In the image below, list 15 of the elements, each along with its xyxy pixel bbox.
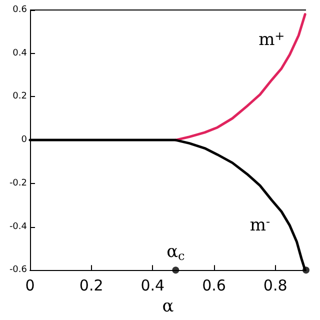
- y-tick-label: 0.4: [12, 48, 28, 58]
- y-tick-label: 0: [21, 135, 28, 146]
- x-tick-label: 0.4: [140, 276, 165, 295]
- x-tick-label: 0.8: [263, 276, 288, 295]
- y-tick-label: -0.4: [9, 222, 28, 232]
- y-tick-label: 0.2: [12, 92, 27, 102]
- x-tick-label: 0.2: [79, 276, 104, 295]
- line-series: [174, 13, 306, 142]
- y-tick-label: 0.6: [12, 5, 28, 15]
- y-tick-label: -0.2: [9, 178, 27, 188]
- x-tick-label: 0.6: [202, 276, 226, 295]
- y-tick-label: -0.6: [9, 265, 28, 276]
- series-label: m+: [258, 29, 285, 50]
- series-label: m-: [250, 214, 270, 236]
- x-axis-title: α: [162, 296, 174, 316]
